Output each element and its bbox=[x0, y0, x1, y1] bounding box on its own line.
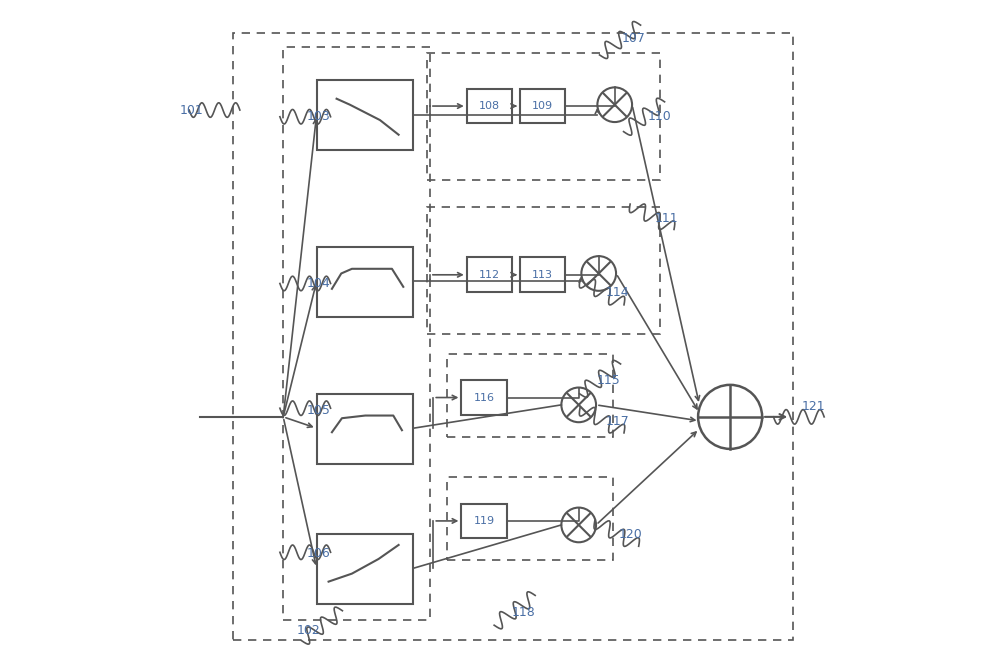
Text: 104: 104 bbox=[307, 277, 330, 290]
Text: 101: 101 bbox=[180, 103, 204, 117]
Bar bbox=[427, 207, 660, 334]
Bar bbox=[317, 80, 413, 150]
Bar bbox=[317, 394, 413, 464]
Text: 116: 116 bbox=[473, 393, 494, 402]
Text: 106: 106 bbox=[307, 547, 330, 560]
Bar bbox=[461, 380, 507, 415]
Bar bbox=[283, 47, 430, 620]
Text: 115: 115 bbox=[597, 374, 620, 387]
Text: 105: 105 bbox=[307, 404, 330, 417]
Bar bbox=[427, 53, 660, 180]
Bar bbox=[233, 33, 793, 640]
Text: 108: 108 bbox=[479, 101, 500, 111]
Text: 117: 117 bbox=[605, 415, 629, 428]
Text: 111: 111 bbox=[655, 212, 678, 225]
Bar bbox=[467, 257, 512, 292]
Text: 113: 113 bbox=[532, 270, 553, 279]
Text: 114: 114 bbox=[605, 285, 629, 299]
Bar bbox=[461, 504, 507, 538]
Text: 103: 103 bbox=[307, 110, 330, 123]
Bar bbox=[317, 247, 413, 317]
Bar bbox=[447, 477, 613, 560]
Bar bbox=[467, 89, 512, 123]
Bar bbox=[317, 534, 413, 604]
Bar bbox=[447, 354, 613, 437]
Text: 112: 112 bbox=[479, 270, 500, 279]
Bar bbox=[520, 89, 565, 123]
Bar bbox=[520, 257, 565, 292]
Text: 107: 107 bbox=[621, 32, 645, 45]
Text: 102: 102 bbox=[297, 624, 320, 637]
Text: 119: 119 bbox=[473, 516, 495, 526]
Text: 118: 118 bbox=[512, 606, 536, 619]
Text: 120: 120 bbox=[619, 528, 642, 542]
Text: 121: 121 bbox=[801, 400, 825, 414]
Text: 110: 110 bbox=[648, 110, 672, 123]
Text: 109: 109 bbox=[532, 101, 553, 111]
